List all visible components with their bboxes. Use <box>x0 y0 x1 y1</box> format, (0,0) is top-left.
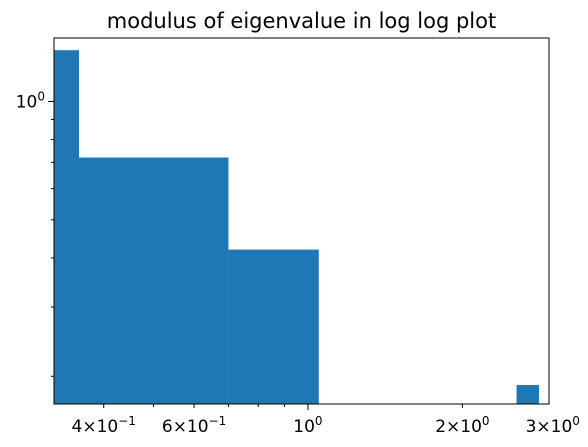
histogram-bar-2 <box>79 157 229 404</box>
histogram-bar-1 <box>54 50 80 404</box>
histogram-bar-4 <box>516 385 539 404</box>
y-tick-label: 100 <box>16 89 45 112</box>
plot-frame <box>53 37 550 405</box>
x-tick-label: 100 <box>293 414 322 437</box>
histogram-bar-3 <box>228 249 319 404</box>
x-axis-ticks: 4×10−1 6×10−1 100 2×100 3×100 <box>72 404 580 437</box>
x-tick-label: 4×10−1 <box>72 414 136 437</box>
x-tick-label: 2×100 <box>435 414 489 437</box>
bars-group <box>54 50 539 404</box>
y-axis-ticks: 100 <box>16 89 54 377</box>
x-tick-label: 3×100 <box>526 414 580 437</box>
x-tick-label: 6×10−1 <box>162 414 226 437</box>
chart-title: modulus of eigenvalue in log log plot <box>107 9 496 33</box>
